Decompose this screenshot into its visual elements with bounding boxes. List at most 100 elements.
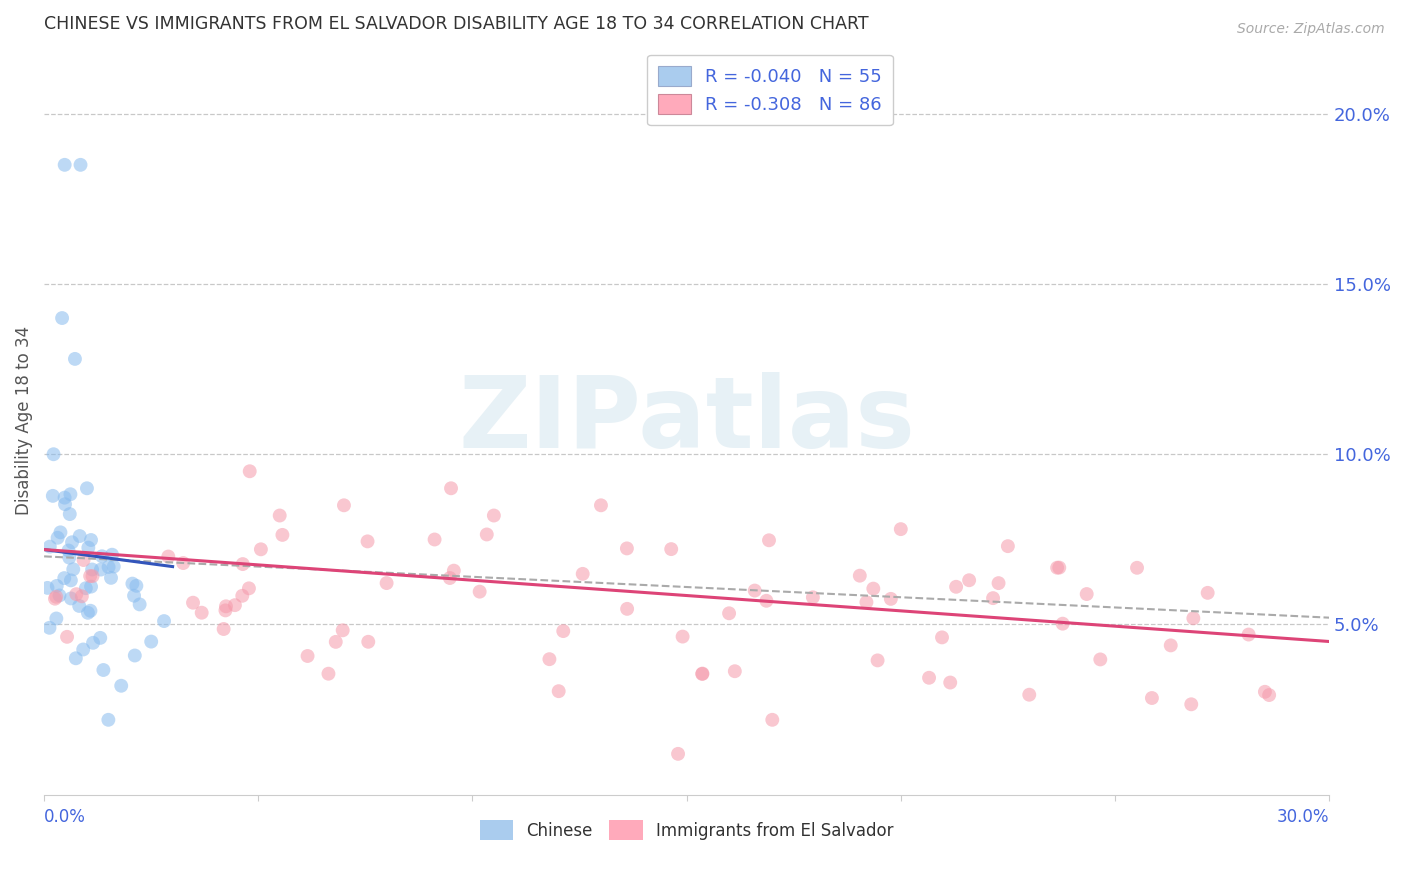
Point: [238, 582, 260, 596]
Point: [59, 591, 82, 606]
Point: [67, 599, 90, 613]
Point: [97, 713, 120, 727]
Point: [239, 464, 262, 478]
Point: [69, 158, 91, 172]
Point: [755, 594, 778, 608]
Point: [121, 576, 143, 591]
Point: [692, 666, 714, 681]
Text: ZIPatlas: ZIPatlas: [458, 372, 915, 468]
Point: [60, 535, 83, 549]
Point: [45, 611, 67, 625]
Point: [63, 351, 86, 366]
Point: [250, 542, 273, 557]
Point: [616, 541, 638, 556]
Point: [880, 591, 903, 606]
Point: [761, 713, 783, 727]
Text: CHINESE VS IMMIGRANTS FROM EL SALVADOR DISABILITY AGE 18 TO 34 CORRELATION CHART: CHINESE VS IMMIGRANTS FROM EL SALVADOR D…: [44, 15, 869, 33]
Point: [332, 624, 354, 638]
Point: [53, 491, 76, 505]
Point: [101, 548, 124, 562]
Point: [103, 559, 125, 574]
Point: [110, 679, 132, 693]
Point: [53, 571, 76, 585]
Point: [77, 606, 100, 620]
Point: [72, 553, 94, 567]
Point: [53, 158, 76, 172]
Point: [59, 507, 82, 521]
Point: [939, 675, 962, 690]
Point: [423, 533, 446, 547]
Point: [125, 579, 148, 593]
Point: [1046, 560, 1069, 574]
Point: [75, 581, 97, 595]
Point: [297, 648, 319, 663]
Point: [65, 651, 87, 665]
Point: [77, 541, 100, 555]
Point: [45, 590, 67, 604]
Point: [1254, 685, 1277, 699]
Point: [44, 591, 66, 606]
Point: [100, 571, 122, 585]
Point: [58, 550, 80, 565]
Point: [718, 607, 741, 621]
Point: [38, 621, 60, 635]
Point: [76, 481, 98, 495]
Point: [931, 631, 953, 645]
Point: [48, 589, 70, 603]
Point: [1237, 627, 1260, 641]
Point: [49, 525, 72, 540]
Point: [659, 542, 682, 557]
Point: [93, 663, 115, 677]
Point: [547, 684, 569, 698]
Point: [153, 614, 176, 628]
Point: [79, 604, 101, 618]
Point: [82, 636, 104, 650]
Point: [890, 522, 912, 536]
Point: [271, 528, 294, 542]
Point: [128, 598, 150, 612]
Point: [1197, 586, 1219, 600]
Point: [1258, 688, 1281, 702]
Point: [1052, 616, 1074, 631]
Point: [59, 574, 82, 588]
Point: [468, 584, 491, 599]
Point: [571, 566, 593, 581]
Point: [172, 556, 194, 570]
Point: [690, 667, 713, 681]
Point: [69, 529, 91, 543]
Point: [945, 580, 967, 594]
Point: [671, 630, 693, 644]
Point: [53, 497, 76, 511]
Point: [862, 582, 884, 596]
Text: Source: ZipAtlas.com: Source: ZipAtlas.com: [1237, 22, 1385, 37]
Point: [56, 630, 79, 644]
Point: [89, 631, 111, 645]
Point: [62, 562, 84, 576]
Point: [866, 653, 889, 667]
Text: 0.0%: 0.0%: [44, 808, 86, 826]
Point: [124, 648, 146, 663]
Point: [141, 634, 163, 648]
Point: [318, 666, 340, 681]
Point: [90, 563, 112, 577]
Point: [957, 573, 980, 587]
Point: [325, 635, 347, 649]
Point: [212, 622, 235, 636]
Point: [58, 543, 80, 558]
Point: [666, 747, 689, 761]
Point: [72, 642, 94, 657]
Point: [1090, 652, 1112, 666]
Point: [231, 589, 253, 603]
Point: [443, 564, 465, 578]
Point: [157, 549, 180, 564]
Point: [232, 557, 254, 571]
Point: [375, 576, 398, 591]
Point: [849, 568, 872, 582]
Point: [1126, 561, 1149, 575]
Point: [65, 587, 87, 601]
Point: [215, 599, 238, 614]
Point: [1180, 698, 1202, 712]
Point: [79, 569, 101, 583]
Point: [744, 583, 766, 598]
Point: [553, 624, 575, 638]
